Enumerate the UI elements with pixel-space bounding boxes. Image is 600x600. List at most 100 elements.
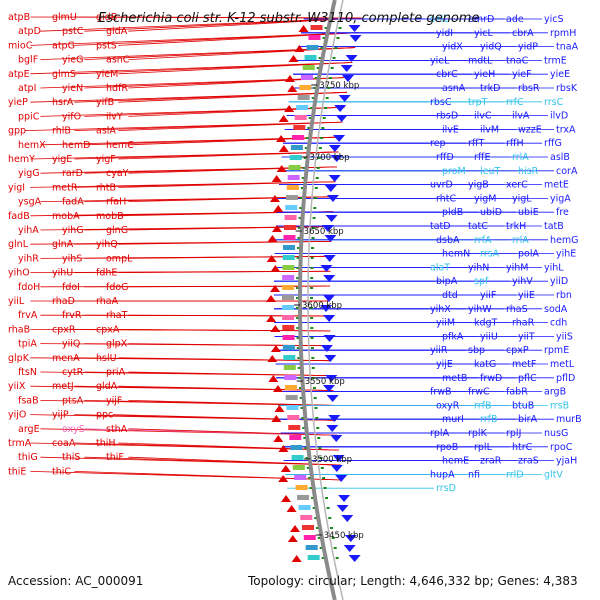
position-tick (310, 327, 314, 329)
gene-label-cdh: cdh (550, 318, 567, 329)
gene-connector (118, 181, 336, 188)
gene-label-trkH: trkH (506, 221, 526, 232)
genome-title: Escherichia coli str. K-12 substr. W3110… (98, 11, 479, 26)
position-tick (310, 347, 314, 349)
position-tick (312, 377, 316, 379)
gene-label-rpmH: rpmH (550, 28, 576, 39)
gene-label-rpmE: rpmE (544, 345, 569, 356)
gene-label-yidX: yidX (442, 42, 463, 53)
gene-label-atpE: atpE (8, 69, 30, 80)
position-tick (313, 197, 317, 199)
gene-label-rep: rep (430, 138, 446, 149)
position-tick (296, 267, 300, 269)
gene-label-ompL: ompL (106, 253, 133, 264)
gene-label-rffE: rffE (474, 152, 490, 163)
gene-label-yihS: yihS (62, 253, 82, 264)
gene-label-tatD: tatD (430, 221, 451, 232)
gene-label-fabR: fabR (506, 387, 528, 398)
position-tick (326, 507, 330, 509)
genome-axis-inner-line (307, 0, 344, 600)
position-tick (314, 187, 318, 189)
feature-bar (282, 285, 295, 290)
gene-label-cyaY: cyaY (106, 168, 129, 179)
feature-bar (285, 395, 298, 400)
feature-bar (307, 555, 320, 560)
feature-tracks (266, 25, 362, 562)
gene-label-leuT: leuT (480, 166, 501, 177)
gene-label-trmA: trmA (8, 438, 32, 449)
right-gene-mark (322, 385, 335, 392)
feature-bar (294, 115, 307, 120)
feature-bar (283, 365, 296, 370)
position-tick (310, 297, 314, 299)
gene-connector (118, 16, 362, 19)
right-gene-mark (338, 495, 351, 502)
gene-connector (118, 241, 332, 245)
feature-bar (288, 425, 301, 430)
position-tick (314, 517, 318, 519)
position-tick (311, 357, 315, 359)
position-tick (310, 307, 314, 309)
feature-bar (282, 275, 295, 280)
position-tick (318, 147, 322, 149)
gene-label-rbsR: rbsR (518, 83, 540, 94)
left-gene-mark (270, 345, 281, 352)
position-tick (307, 127, 311, 129)
gene-label-metF: metF (512, 359, 536, 370)
gene-label-pstS: pstS (96, 40, 117, 51)
gene-label-spf: spf (474, 276, 489, 287)
feature-bar (291, 455, 304, 460)
gene-label-sbp: sbp (468, 345, 485, 356)
position-tick (296, 297, 300, 299)
gene-label-uvrD: uvrD (430, 180, 453, 191)
right-gene-mark (348, 555, 361, 562)
feature-bar (296, 105, 309, 110)
position-tick (315, 417, 319, 419)
feature-bar (282, 265, 295, 270)
right-gene-mark (320, 305, 333, 312)
gene-connector (118, 357, 332, 362)
gene-label-ilvC: ilvC (474, 111, 492, 122)
right-gene-mark (326, 425, 339, 432)
gene-label-yidI: yidI (436, 28, 453, 39)
right-gene-mark (323, 295, 336, 302)
right-gene-mark (320, 265, 333, 272)
gene-label-gidA: gidA (106, 26, 128, 37)
gene-label-gidB: gidB (96, 12, 117, 23)
gene-connector (118, 329, 331, 332)
right-gene-mark (324, 235, 337, 242)
right-gene-mark (321, 225, 334, 232)
scale-tick-label: 3600 kbp (302, 301, 342, 311)
gene-label-argB: argB (544, 387, 566, 398)
position-tick (332, 57, 336, 59)
feature-bar (282, 305, 295, 310)
gene-label-ppc: ppc (96, 410, 113, 421)
gene-label-yieE: yieE (550, 69, 570, 80)
gene-connector (118, 62, 353, 75)
gene-label-hisR: hisR (518, 166, 539, 177)
gene-label-glnG: glnG (106, 225, 128, 236)
gene-label-rhlB: rhlB (52, 126, 71, 137)
gene-label-sodA: sodA (544, 304, 568, 315)
left-gene-mark (271, 175, 282, 182)
gene-label-rbsD: rbsD (436, 111, 458, 122)
position-tick (310, 317, 314, 319)
position-tick (312, 507, 316, 509)
position-tick (320, 467, 324, 469)
gene-label-fadA: fadA (62, 197, 84, 208)
gene-label-rplJ: rplJ (506, 428, 521, 439)
position-tick (311, 247, 315, 249)
left-gene-mark (294, 45, 305, 52)
gene-label-glnA: glnA (52, 239, 74, 250)
gene-label-yifO: yifO (62, 111, 81, 122)
gene-label-rffH: rffH (506, 138, 524, 149)
position-tick (317, 437, 321, 439)
gene-label-hslU: hslU (96, 353, 117, 364)
feature-bar (282, 315, 295, 320)
feature-bar (302, 65, 315, 70)
gene-label-ysgA: ysgA (18, 197, 42, 208)
gene-connector (128, 371, 333, 376)
left-gene-mark (270, 325, 281, 332)
gene-label-yihL: yihL (544, 262, 564, 273)
gene-label-yijF: yijF (106, 395, 122, 406)
